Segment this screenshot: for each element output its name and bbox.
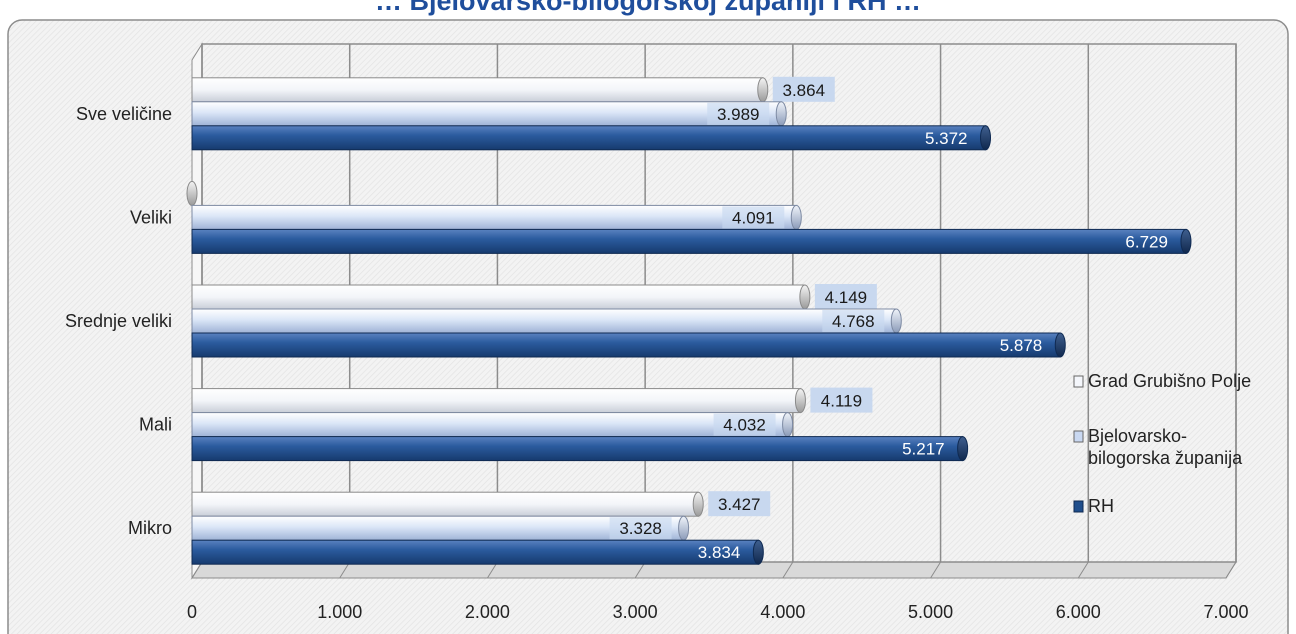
- bar: [191, 539, 764, 565]
- data-label-box: [713, 413, 776, 436]
- legend-swatch: [1073, 430, 1084, 443]
- data-label: 3.427: [718, 495, 761, 514]
- data-label: 5.878: [1000, 336, 1043, 355]
- bar-cap: [752, 539, 764, 565]
- bar-cap: [757, 77, 769, 103]
- bar: [191, 412, 794, 438]
- data-label-box: [822, 310, 885, 332]
- bar-body: [191, 388, 801, 414]
- legend: Grad Grubišno Polje Bjelovarsko-bilogorsk…: [1073, 371, 1251, 516]
- bar-body: [191, 204, 797, 230]
- legend-swatch: [1073, 375, 1084, 388]
- bar: [191, 228, 1192, 254]
- x-tick-label: 5.000: [908, 602, 953, 622]
- bar: [186, 180, 198, 206]
- bar-body: [191, 491, 699, 517]
- data-label-box: [722, 206, 785, 229]
- x-tick-label: 3.000: [613, 602, 658, 622]
- legend-swatch: [1073, 500, 1084, 513]
- bar-body: [191, 539, 759, 565]
- x-tick-label: 2.000: [465, 602, 510, 622]
- data-label: 4.149: [825, 288, 868, 307]
- x-tick-label: 1.000: [317, 602, 362, 622]
- gridline-floor: [930, 561, 941, 579]
- data-label: 3.834: [698, 543, 741, 562]
- bar-cap: [957, 436, 969, 462]
- bar-cap: [799, 284, 811, 310]
- gridline-floor: [1225, 561, 1237, 579]
- bar-cap: [782, 412, 794, 438]
- gridline-floor: [782, 561, 794, 579]
- data-label: 4.091: [732, 208, 775, 227]
- bar-body: [191, 436, 964, 462]
- data-label: 3.864: [782, 81, 825, 100]
- data-label: 3.328: [619, 519, 662, 538]
- legend-item: Bjelovarsko-bilogorska županija: [1073, 426, 1243, 468]
- bar-cap: [1054, 332, 1066, 358]
- plot-area: 0 1.000 2.000 3.000 4.000 5.000 6.000 7.000 Sve …: [65, 42, 1249, 622]
- bar-body: [191, 228, 1187, 254]
- bar: [191, 436, 969, 462]
- category-label: Sve veličine: [76, 104, 172, 124]
- bar: [191, 491, 704, 517]
- bar: [191, 77, 769, 103]
- data-label: 4.032: [723, 416, 766, 435]
- data-label-box: [708, 491, 771, 517]
- bar: [191, 204, 802, 230]
- bar: [191, 388, 806, 414]
- legend-label: Bjelovarsko-bilogorska županija: [1088, 426, 1243, 468]
- x-tick-label: 4.000: [760, 602, 805, 622]
- bar: [191, 284, 811, 310]
- data-label: 4.768: [832, 312, 875, 331]
- bar-cap: [678, 515, 690, 541]
- bar-cap: [790, 204, 802, 230]
- bar-body: [191, 332, 1061, 358]
- bar-cap: [1180, 228, 1192, 254]
- bar-body: [191, 77, 764, 103]
- bar-body: [191, 284, 806, 310]
- data-label-box: [707, 102, 770, 125]
- legend-label: Grad Grubišno Polje: [1088, 371, 1251, 391]
- data-label: 3.989: [717, 105, 760, 124]
- bar-cap: [890, 308, 902, 334]
- bar: [191, 332, 1066, 358]
- bar-body: [191, 101, 782, 127]
- bar: [191, 101, 787, 127]
- bar-cap: [980, 125, 992, 151]
- category-label: Mikro: [128, 518, 172, 538]
- x-tick-label: 7.000: [1203, 602, 1248, 622]
- bar-cap: [794, 388, 806, 414]
- bar-body: [191, 515, 685, 541]
- data-label-box: [609, 517, 672, 540]
- data-label-box: [814, 284, 877, 309]
- x-tick-label: 6.000: [1056, 602, 1101, 622]
- legend-item: Grad Grubišno Polje: [1073, 371, 1251, 391]
- bar-cap: [775, 101, 787, 127]
- bar-body: [191, 308, 897, 334]
- gridline-floor: [1077, 561, 1089, 579]
- bar: [191, 125, 992, 151]
- category-label: Veliki: [130, 207, 172, 227]
- category-label: Srednje veliki: [65, 311, 172, 331]
- bar: [191, 515, 690, 541]
- data-label: 6.729: [1125, 232, 1168, 251]
- legend-label: RH: [1088, 496, 1114, 516]
- chart-title: … Bjelovarsko-bilogorskoj županiji i RH …: [374, 0, 922, 16]
- bar-body: [191, 412, 789, 438]
- bar-cap: [692, 491, 704, 517]
- data-label: 4.119: [821, 392, 862, 411]
- data-label: 5.217: [902, 440, 945, 459]
- data-label-box: [810, 387, 873, 413]
- category-label: Mali: [139, 415, 172, 435]
- bar-body: [191, 125, 987, 151]
- x-tick-label: 0: [187, 602, 197, 622]
- legend-item: RH: [1073, 496, 1114, 516]
- data-label-box: [772, 76, 835, 102]
- bar: [191, 308, 902, 334]
- bar-cap: [186, 180, 198, 206]
- data-label: 5.372: [925, 129, 968, 148]
